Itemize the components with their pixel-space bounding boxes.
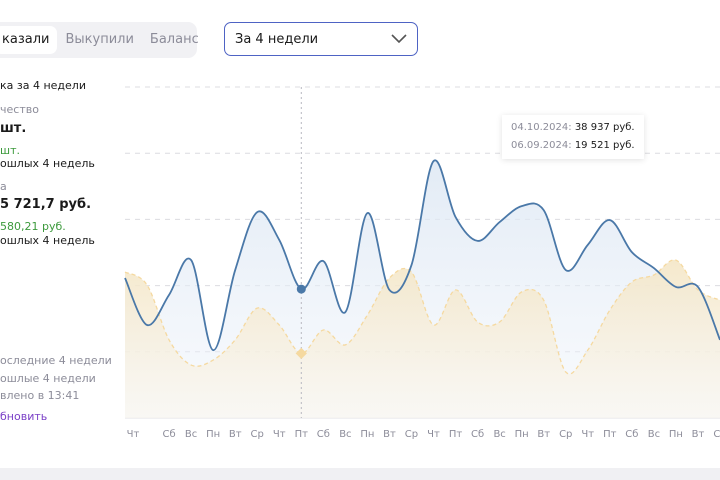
sum-delta-note: ошлых 4 недель <box>0 234 95 247</box>
metric-tabs: казали Выкупили Баланс <box>0 22 199 58</box>
sales-chart: Чт Сб Вс Пн Вт Ср Чт Пт Сб Вс Пн Вт Ср Чт Пт Сб Вс Пн Вт Ср… <box>124 86 720 440</box>
x-tick-label: Ср <box>713 429 720 440</box>
sum-delta: 580,21 руб. <box>0 220 66 233</box>
x-tick-label: Ср <box>251 429 264 440</box>
x-tick-label: Сб <box>162 429 175 440</box>
summary-title: ка за 4 недели <box>0 79 86 92</box>
x-tick-label: Чт <box>427 429 440 440</box>
previous-point-marker <box>295 347 307 360</box>
sum-value: 5 721,7 руб. <box>0 197 92 212</box>
qty-delta-note: ошлых 4 недель <box>0 157 95 170</box>
x-tick-label: Пн <box>206 429 220 440</box>
x-tick-label: Вт <box>692 429 705 440</box>
x-tick-label: Чт <box>127 429 140 440</box>
x-tick-label: Вс <box>493 429 505 440</box>
qty-label: чество <box>0 103 39 116</box>
legend-current[interactable]: оследние 4 недели <box>0 354 112 367</box>
x-tick-label: Чт <box>273 429 286 440</box>
chart-tooltip: 04.10.2024: 38 937 руб. 06.09.2024: 19 5… <box>502 115 644 159</box>
x-tick-label: Ср <box>559 429 572 440</box>
qty-delta: шт. <box>0 144 20 157</box>
qty-value: шт. <box>0 121 27 136</box>
x-tick-label: Пн <box>515 429 529 440</box>
tab-balance[interactable]: Баланс <box>149 32 199 47</box>
tooltip-current-date: 04.10.2024: <box>511 122 572 133</box>
x-tick-label: Пт <box>603 429 617 440</box>
current-line <box>124 159 720 352</box>
previous-area <box>125 259 720 418</box>
tooltip-current-value: 38 937 руб. <box>574 122 635 133</box>
x-tick-label: Пн <box>360 429 374 440</box>
x-tick-label: Сб <box>625 429 638 440</box>
period-select-value: За 4 недели <box>235 31 319 47</box>
x-tick-label: Вс <box>339 429 351 440</box>
x-tick-label: Вс <box>185 429 197 440</box>
x-tick-label: Вт <box>537 429 550 440</box>
x-tick-label: Пн <box>669 429 683 440</box>
x-tick-label: Пт <box>449 429 463 440</box>
x-tick-label: Сб <box>471 429 484 440</box>
sum-label: а <box>0 180 7 193</box>
x-tick-label: Чт <box>581 429 594 440</box>
current-point-marker <box>296 284 306 294</box>
x-tick-label: Вт <box>383 429 396 440</box>
x-tick-label: Вт <box>229 429 242 440</box>
period-select[interactable]: За 4 недели <box>224 22 418 56</box>
x-tick-label: Ср <box>405 429 418 440</box>
tooltip-previous-value: 19 521 руб. <box>574 140 635 151</box>
tooltip-previous-date: 06.09.2024: <box>511 140 572 151</box>
x-tick-label: Вс <box>648 429 660 440</box>
previous-line <box>124 259 720 375</box>
tab-ordered[interactable]: казали <box>0 26 58 54</box>
legend-previous[interactable]: ошлые 4 недели <box>0 372 96 385</box>
x-tick-label: Пт <box>295 429 309 440</box>
refresh-link[interactable]: бновить <box>0 410 48 423</box>
updated-time: влено в 13:41 <box>0 389 80 402</box>
bottom-bar <box>0 468 720 480</box>
x-tick-label: Сб <box>317 429 330 440</box>
chevron-down-icon <box>391 34 407 44</box>
tab-bought[interactable]: Выкупили <box>65 32 134 47</box>
